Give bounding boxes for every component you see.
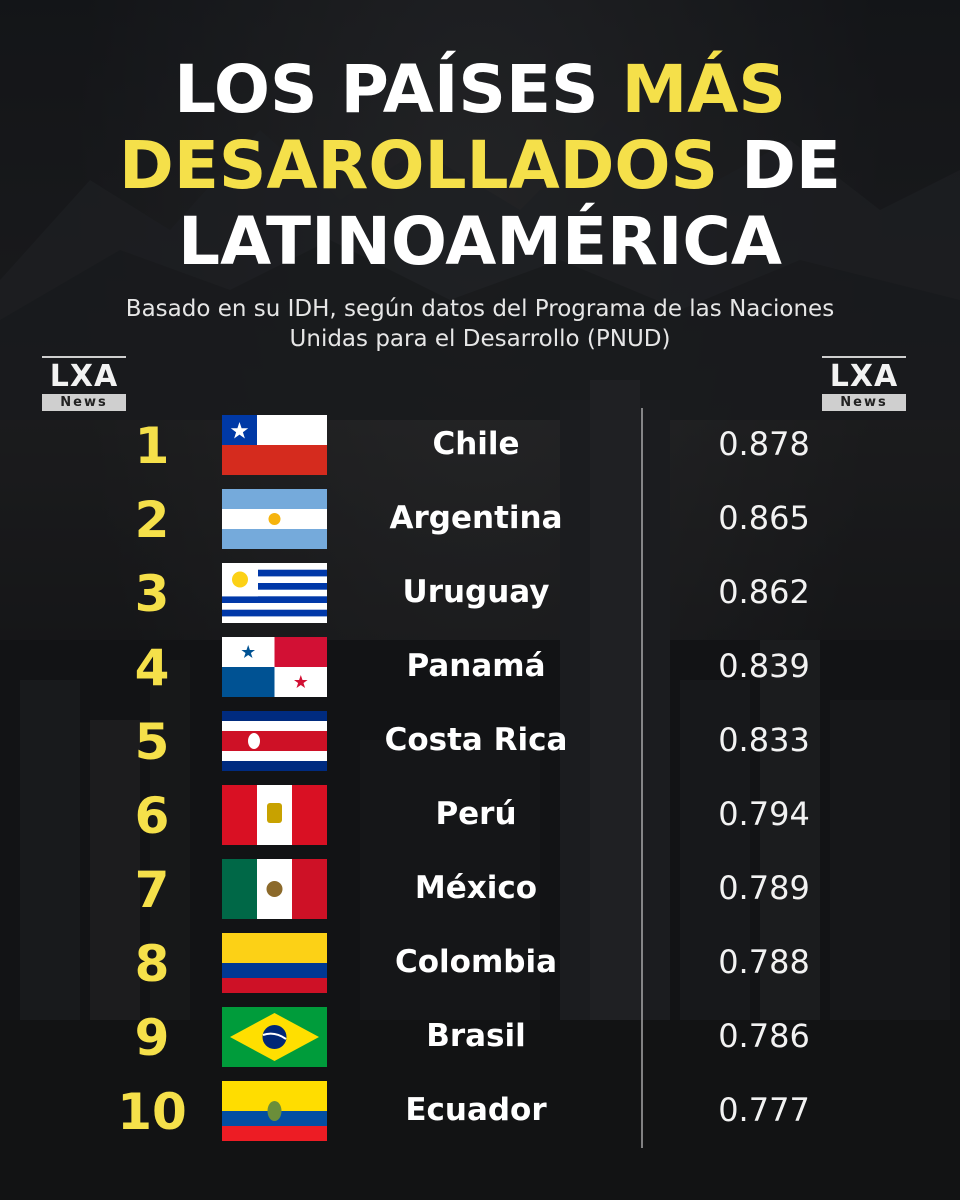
city-skyline — [0, 380, 960, 1200]
title-line-2: DESAROLLADOS DE — [119, 127, 841, 204]
hdi-value: 0.786 — [718, 1017, 810, 1055]
ranking-row: 5 Costa Rica 0.833 — [0, 704, 960, 778]
rank-number: 5 — [134, 713, 170, 771]
ranking-row: 3 Uruguay 0.862 — [0, 556, 960, 630]
rank-number: 4 — [134, 639, 170, 697]
ranking-row: 8 Colombia 0.788 — [0, 926, 960, 1000]
rank-number: 1 — [134, 417, 170, 475]
rank-number: 2 — [134, 491, 170, 549]
country-name: Costa Rica — [384, 722, 568, 758]
country-name: Chile — [432, 426, 520, 462]
brasil-flag-icon — [222, 1007, 327, 1067]
rank-number: 8 — [134, 935, 170, 993]
mexico-flag-icon — [222, 859, 327, 919]
ranking-row: 6 Perú 0.794 — [0, 778, 960, 852]
rank-number: 6 — [134, 787, 170, 845]
peru-flag-icon — [222, 785, 327, 845]
hdi-value: 0.865 — [718, 499, 810, 537]
ranking-row: 4 Panamá 0.839 — [0, 630, 960, 704]
country-name: Brasil — [426, 1018, 526, 1054]
lxa-news-logo-left: LXA News — [42, 356, 126, 418]
ranking-row: 10 Ecuador 0.777 — [0, 1074, 960, 1148]
country-name: Argentina — [389, 500, 563, 536]
hdi-value: 0.794 — [718, 795, 810, 833]
logo-sub: News — [822, 394, 906, 411]
rank-number: 3 — [134, 565, 170, 623]
title-line-3: LATINOAMÉRICA — [178, 203, 782, 280]
page-title: LOS PAÍSES MÁS DESAROLLADOS DE LATINOAMÉ… — [0, 52, 960, 280]
country-name: Perú — [435, 796, 517, 832]
hdi-value: 0.862 — [718, 573, 810, 611]
country-name: Colombia — [394, 944, 557, 980]
panama-flag-icon — [222, 637, 327, 697]
costa-rica-flag-icon — [222, 711, 327, 771]
logo-mark: LXA — [822, 356, 906, 394]
ecuador-flag-icon — [222, 1081, 327, 1141]
hdi-value: 0.789 — [718, 869, 810, 907]
ranking-row: 9 Brasil 0.786 — [0, 1000, 960, 1074]
rank-number: 7 — [134, 861, 170, 919]
subtitle: Basado en su IDH, según datos del Progra… — [40, 294, 920, 354]
colombia-flag-icon — [222, 933, 327, 993]
country-name: Uruguay — [402, 574, 550, 610]
hdi-value: 0.788 — [718, 943, 810, 981]
logo-mark: LXA — [42, 356, 126, 394]
country-name: Panamá — [406, 648, 546, 684]
hdi-value: 0.839 — [718, 647, 810, 685]
logo-sub: News — [42, 394, 126, 411]
ranking-row: 7 México 0.789 — [0, 852, 960, 926]
ranking-row: 2 Argentina 0.865 — [0, 482, 960, 556]
chile-flag-icon — [222, 415, 327, 475]
subtitle-line-1: Basado en su IDH, según datos del Progra… — [125, 296, 835, 322]
subtitle-line-2: Unidas para el Desarrollo (PNUD) — [289, 326, 671, 352]
ranking-row: 1 Chile 0.878 — [0, 408, 960, 482]
country-name: México — [414, 870, 538, 906]
country-name: Ecuador — [405, 1092, 547, 1128]
hdi-value: 0.833 — [718, 721, 810, 759]
hdi-value: 0.878 — [718, 425, 810, 463]
mountain-backdrop — [0, 120, 960, 420]
argentina-flag-icon — [222, 489, 327, 549]
rank-number: 9 — [134, 1009, 170, 1067]
uruguay-flag-icon — [222, 563, 327, 623]
column-divider — [641, 408, 643, 1148]
title-line-1: LOS PAÍSES MÁS — [174, 51, 786, 128]
hdi-value: 0.777 — [718, 1091, 810, 1129]
lxa-news-logo-right: LXA News — [822, 356, 906, 418]
rank-number: 10 — [117, 1083, 187, 1141]
